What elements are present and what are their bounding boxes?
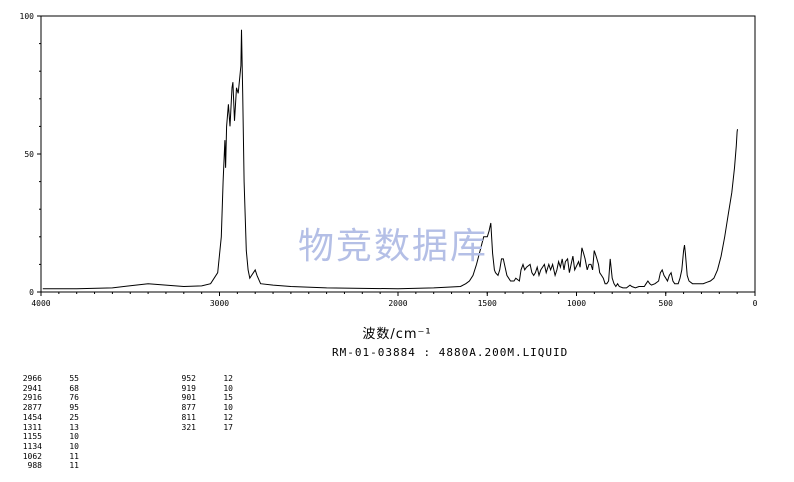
peak-row: 2877 95: [10, 403, 79, 413]
peak-wavenumber: 2941: [22, 383, 42, 393]
x-tick-label: 0: [753, 299, 758, 308]
peak-wavenumber: 901: [181, 393, 196, 403]
peak-row: 919 10: [164, 384, 233, 394]
peak-intensity: 15: [223, 393, 233, 403]
peak-intensity: 10: [69, 441, 79, 451]
peak-row: 1134 10: [10, 442, 79, 452]
spectrum-line: [42, 29, 738, 290]
peak-row: 811 12: [164, 413, 233, 423]
peak-intensity: 17: [223, 422, 233, 432]
peak-wavenumber: 1454: [22, 412, 42, 422]
peak-row: 2966 55: [10, 374, 79, 384]
peak-wavenumber: 919: [181, 383, 196, 393]
peak-row: 321 17: [164, 423, 233, 433]
peak-intensity: 55: [69, 374, 79, 383]
peak-wavenumber: 2966: [22, 374, 42, 383]
x-tick-label: 4000: [31, 299, 50, 308]
peak-row: 2916 76: [10, 393, 79, 403]
peak-wavenumber: 952: [181, 374, 196, 383]
peak-intensity: 10: [223, 383, 233, 393]
x-axis-title: 波数/cm⁻¹: [362, 327, 432, 342]
peak-wavenumber: 988: [27, 461, 42, 471]
y-tick-label: 0: [29, 288, 34, 297]
peak-intensity: 11: [69, 461, 79, 471]
peak-row: 1311 13: [10, 423, 79, 433]
x-axis: 4000 3000 2000 1500 1000 500 0: [31, 292, 758, 308]
peak-intensity: 10: [223, 403, 233, 413]
x-tick-label: 2000: [388, 299, 407, 308]
peak-row: 1155 10: [10, 432, 79, 442]
peak-row: 877 10: [164, 403, 233, 413]
chart-subtitle: RM-01-03884 : 4880A.200M.LIQUID: [332, 346, 569, 359]
peak-intensity: 12: [223, 412, 233, 422]
peak-wavenumber: 877: [181, 403, 196, 413]
peak-wavenumber: 811: [181, 412, 196, 422]
spectrum-chart: 0 50 100 4000 3000 2000 1500 1000 500 0: [20, 12, 758, 308]
watermark: 物竞数据库: [298, 226, 489, 267]
peak-table-left: 2966 55 2941 68 2916 76 2877 95 1454 25 1311 13 1155…: [10, 374, 79, 471]
peak-intensity: 25: [69, 412, 79, 422]
x-tick-label: 1500: [478, 299, 497, 308]
peak-wavenumber: 2916: [22, 393, 42, 403]
peak-table-right: 952 12 919 10 901 15 877 10 811 12 321 17: [164, 374, 233, 432]
y-tick-label: 100: [20, 12, 35, 21]
peak-intensity: 13: [69, 422, 79, 432]
peak-intensity: 10: [69, 432, 79, 442]
peak-wavenumber: 2877: [22, 403, 42, 413]
peak-wavenumber: 1155: [22, 432, 42, 442]
x-tick-label: 3000: [210, 299, 229, 308]
x-tick-label: 1000: [567, 299, 586, 308]
peak-wavenumber: 321: [181, 422, 196, 432]
peak-row: 952 12: [164, 374, 233, 384]
peak-row: 1454 25: [10, 413, 79, 423]
y-tick-label: 50: [24, 150, 34, 159]
peak-intensity: 95: [69, 403, 79, 413]
peak-intensity: 76: [69, 393, 79, 403]
peak-row: 988 11: [10, 461, 79, 471]
peak-wavenumber: 1134: [22, 441, 42, 451]
peak-wavenumber: 1062: [22, 451, 42, 461]
peak-row: 1062 11: [10, 452, 79, 462]
peak-intensity: 11: [69, 451, 79, 461]
x-tick-label: 500: [659, 299, 674, 308]
peak-row: 901 15: [164, 393, 233, 403]
peak-wavenumber: 1311: [22, 422, 42, 432]
peak-intensity: 12: [223, 374, 233, 383]
y-axis: 0 50 100: [20, 12, 41, 297]
peak-row: 2941 68: [10, 384, 79, 394]
peak-intensity: 68: [69, 383, 79, 393]
